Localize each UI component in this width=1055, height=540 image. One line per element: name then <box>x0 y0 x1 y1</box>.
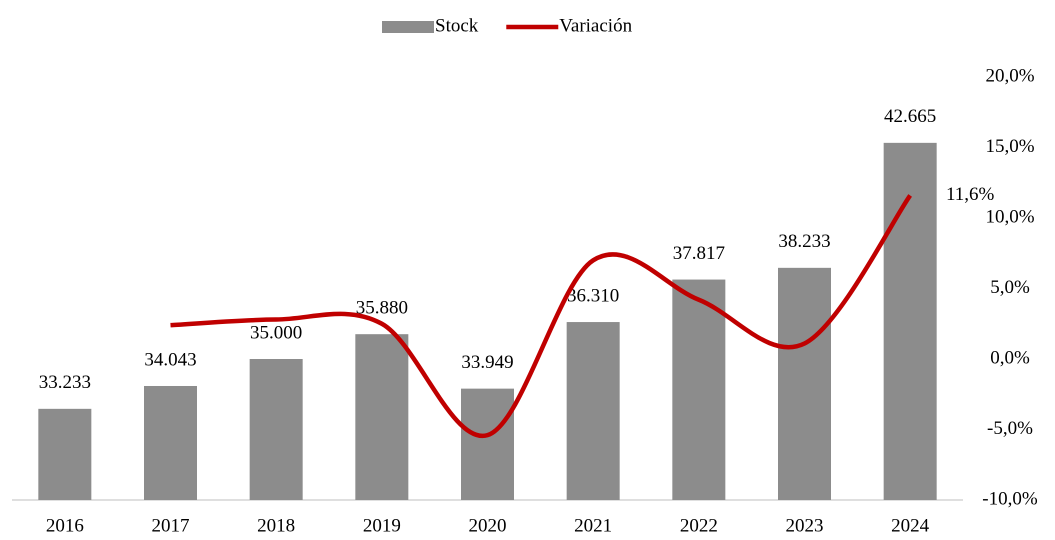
x-tick-label: 2019 <box>363 515 401 536</box>
y2-tick-label: 0,0% <box>990 347 1030 368</box>
bar <box>778 267 831 500</box>
data-label: 34.043 <box>144 349 196 370</box>
legend-label: Stock <box>435 15 479 36</box>
y2-tick-label: 20,0% <box>985 65 1034 86</box>
bar <box>461 388 514 500</box>
x-tick-label: 2018 <box>257 515 295 536</box>
data-label: 11,6% <box>946 184 995 205</box>
data-label: 35.000 <box>250 322 302 343</box>
x-tick-label: 2016 <box>46 515 84 536</box>
y2-tick-label: 5,0% <box>990 277 1030 298</box>
x-tick-label: 2021 <box>574 515 612 536</box>
bar <box>566 322 620 500</box>
bar <box>883 142 937 501</box>
legend-label: Variación <box>559 15 632 36</box>
y2-tick-label: -5,0% <box>987 418 1033 439</box>
data-label: 33.233 <box>39 372 91 393</box>
bar <box>144 385 197 500</box>
data-label: 35.880 <box>356 298 408 319</box>
data-label: 38.233 <box>778 231 830 252</box>
data-label: 36.310 <box>567 285 619 306</box>
bar <box>38 408 92 500</box>
data-label: 42.665 <box>884 106 936 127</box>
data-label: 33.949 <box>461 352 513 373</box>
x-tick-label: 2020 <box>469 515 507 536</box>
x-tick-label: 2024 <box>891 515 930 536</box>
y2-tick-label: 15,0% <box>985 136 1034 157</box>
x-tick-label: 2022 <box>680 515 718 536</box>
x-tick-label: 2017 <box>152 515 190 536</box>
legend-swatch <box>382 21 434 33</box>
bar <box>672 279 726 500</box>
bar <box>355 334 409 500</box>
data-label: 37.817 <box>673 243 725 264</box>
y2-tick-label: 10,0% <box>985 206 1034 227</box>
y2-tick-label: -10,0% <box>982 488 1038 509</box>
line <box>170 194 912 438</box>
x-tick-label: 2023 <box>786 515 824 536</box>
bar <box>249 359 303 500</box>
